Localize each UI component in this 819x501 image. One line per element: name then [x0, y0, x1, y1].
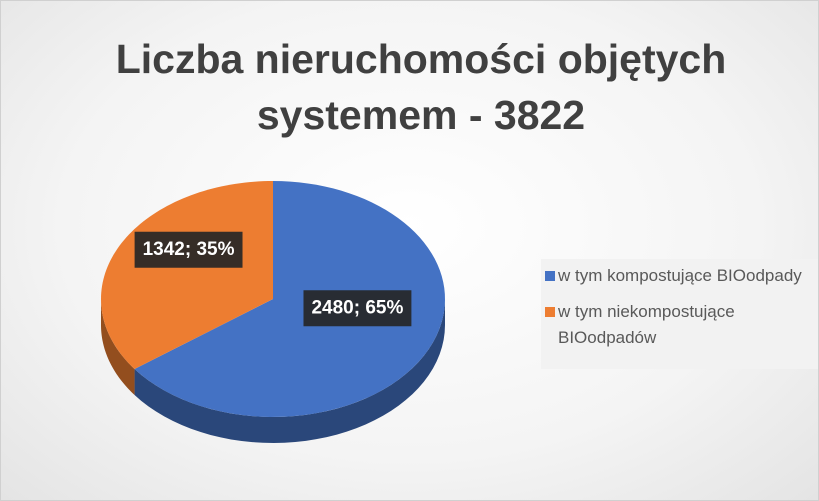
legend-item: w tym kompostujące BIOodpady	[545, 263, 815, 289]
data-label-box	[303, 290, 412, 327]
data-label-group: 1342; 35%	[134, 231, 243, 268]
legend-swatch	[545, 307, 555, 317]
legend: w tym kompostujące BIOodpady w tym niekom…	[541, 259, 818, 369]
legend-swatch	[545, 271, 555, 281]
legend-label: w tym kompostujące BIOodpady	[558, 266, 802, 285]
data-label: 2480; 65%	[311, 297, 403, 318]
legend-label: w tym niekompostujące BIOodpadów	[558, 302, 735, 347]
data-label: 1342; 35%	[143, 239, 235, 260]
data-label-box	[134, 231, 243, 268]
slice-side	[101, 299, 135, 396]
data-label-group: 2480; 65%	[303, 290, 412, 327]
legend-item: w tym niekompostujące BIOodpadów	[545, 299, 815, 351]
slice-side	[134, 299, 446, 443]
slice	[134, 181, 445, 417]
slice	[101, 181, 273, 370]
chart-title: Liczba nieruchomości objętych systemem -…	[115, 36, 727, 138]
